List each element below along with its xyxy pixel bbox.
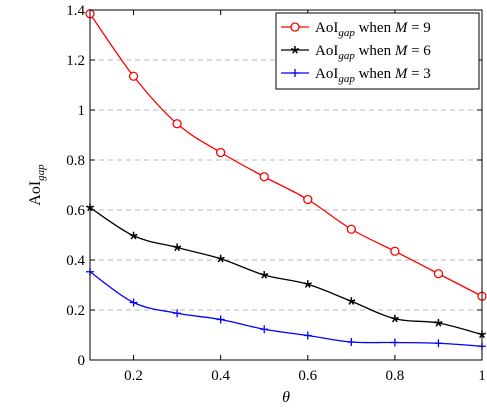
- x-tick-label: 0.4: [211, 368, 230, 384]
- legend-label: AoIgap when M = 3: [315, 66, 431, 85]
- x-tick-label: 1: [478, 368, 486, 384]
- plot-frame: [89, 9, 483, 361]
- legend-swatch-marker: [290, 22, 300, 32]
- y-tick-label: 1: [78, 103, 86, 119]
- data-point: [259, 172, 269, 182]
- data-point: [346, 224, 356, 234]
- data-point: [129, 298, 138, 307]
- data-point: [434, 339, 443, 348]
- data-point: [390, 246, 400, 256]
- y-tick-label: 0: [78, 353, 86, 369]
- data-point: [433, 269, 444, 279]
- y-axis-title-sub: gap: [35, 164, 47, 181]
- y-axis-title: AoIgap: [27, 164, 47, 206]
- data-point: [303, 280, 312, 288]
- data-point: [390, 338, 399, 347]
- x-axis-title: θ: [282, 389, 290, 406]
- data-point: [390, 314, 399, 323]
- y-tick-label: 0.6: [66, 203, 85, 219]
- x-tick-label: 0.2: [124, 368, 143, 384]
- y-tick-label: 1.4: [66, 3, 85, 19]
- series-line-1: [89, 206, 483, 336]
- data-point: [216, 315, 225, 324]
- data-point: [260, 325, 269, 334]
- series-line-0: [89, 13, 483, 297]
- y-axis-title-main: AoI: [27, 181, 44, 206]
- y-tick-label: 0.2: [66, 303, 85, 319]
- legend-swatch-marker: [291, 69, 299, 77]
- x-ticks: 0.2 0.4 0.6 0.8 1: [124, 10, 486, 384]
- data-point: [347, 338, 356, 346]
- legend-swatch-marker: [290, 46, 300, 54]
- data-point: [347, 297, 356, 305]
- y-tick-label: 1.2: [66, 53, 85, 69]
- data-point: [172, 119, 182, 129]
- legend-label: AoIgap when M = 6: [315, 43, 431, 62]
- series-lines: [89, 13, 483, 347]
- data-point: [128, 71, 139, 81]
- legend-box: [275, 12, 480, 90]
- series-line-2: [89, 271, 483, 347]
- data-point: [129, 231, 138, 240]
- data-point: [216, 254, 225, 263]
- y-tick-label: 0.4: [66, 253, 85, 269]
- legend-label: AoIgap when M = 9: [315, 20, 431, 39]
- data-point: [303, 194, 313, 205]
- grid-lines: [90, 59, 482, 311]
- x-tick-label: 0.6: [298, 368, 317, 384]
- data-point: [434, 319, 443, 327]
- data-point: [216, 147, 226, 158]
- legend: AoIgap when M = 9 AoIgap when M = 6 AoIgap…: [275, 12, 480, 90]
- y-ticks: 0 0.2 0.4 0.6 0.8 1 1.2 1.4: [66, 3, 482, 369]
- x-tick-label: 0.8: [386, 368, 405, 384]
- series-markers: [85, 9, 487, 351]
- data-point: [260, 271, 269, 279]
- data-point: [303, 331, 312, 340]
- data-point: [173, 243, 182, 252]
- y-tick-label: 0.8: [66, 153, 85, 169]
- data-point: [173, 309, 182, 318]
